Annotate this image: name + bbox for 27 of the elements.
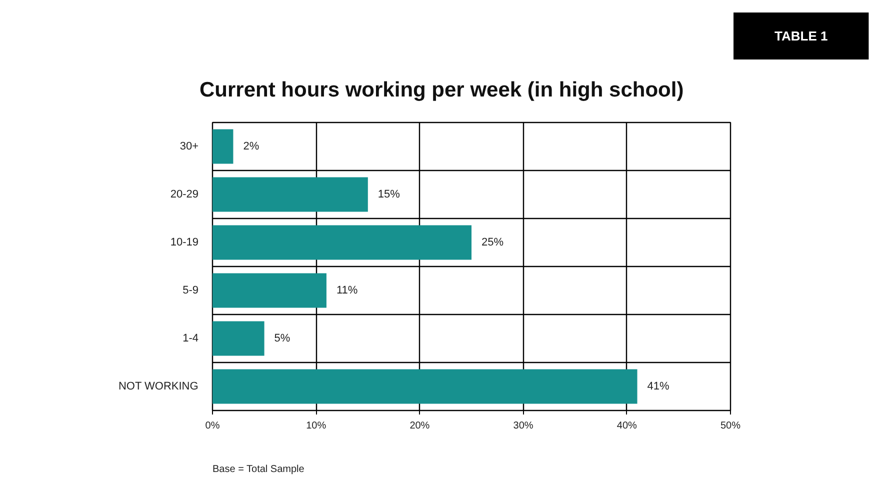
bar <box>212 369 638 404</box>
bar <box>212 225 472 260</box>
y-tick-label: 30+ <box>180 140 199 152</box>
bar <box>212 129 234 164</box>
bar <box>212 321 264 356</box>
x-tick-label: 30% <box>513 420 534 432</box>
data-label: 5% <box>274 332 290 344</box>
x-tick-label: 10% <box>306 420 326 432</box>
bar <box>212 177 368 212</box>
chart-title: Current hours working per week (in high school) <box>200 78 684 102</box>
text: Base = Total Sample <box>212 464 305 475</box>
x-tick-label: 20% <box>410 420 430 432</box>
x-tick-label: 0% <box>205 420 220 432</box>
data-label: 41% <box>647 380 670 392</box>
y-tick-label: 1-4 <box>182 332 199 344</box>
x-tick-label: 40% <box>616 420 638 432</box>
y-tick-label: 20-29 <box>170 188 199 200</box>
bar <box>212 273 326 308</box>
data-label: 11% <box>336 284 358 296</box>
data-label: 15% <box>378 188 400 200</box>
x-tick-label: 50% <box>720 420 741 432</box>
y-tick-label: NOT WORKING <box>118 380 198 392</box>
data-label: 2% <box>243 140 260 152</box>
y-tick-label: 10-19 <box>170 236 199 248</box>
caption: TABLE 1 <box>774 28 828 44</box>
data-label: 25% <box>482 236 504 248</box>
y-tick-label: 5-9 <box>182 284 199 296</box>
